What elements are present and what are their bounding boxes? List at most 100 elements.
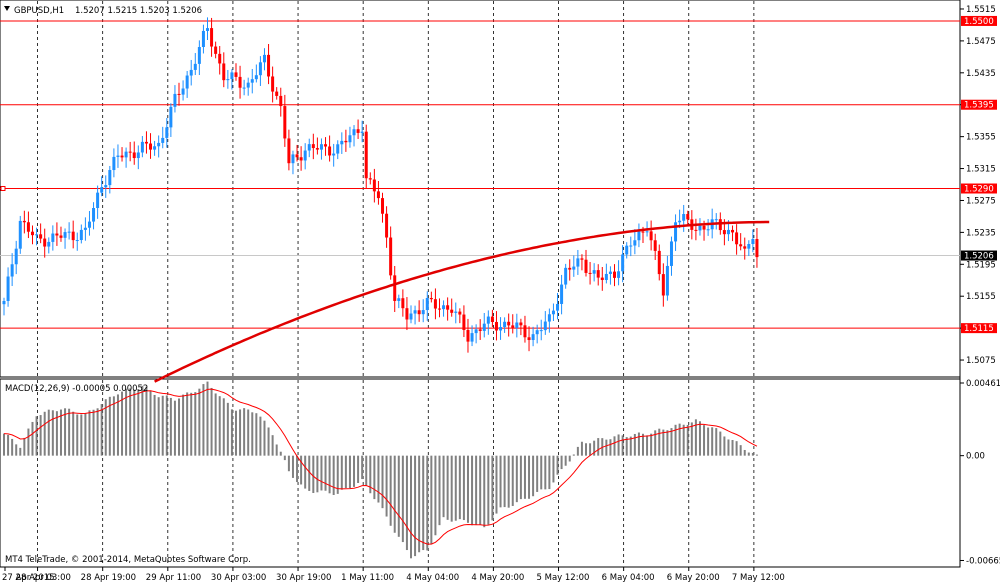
macd-bar (438, 455, 441, 526)
macd-bar (64, 408, 67, 456)
time-tick-label: 5 May 12:00 (537, 573, 590, 583)
candle-bull (10, 264, 14, 277)
candle-bull (442, 305, 446, 310)
macd-bar (68, 408, 71, 456)
macd-bar (662, 429, 665, 456)
candle-bear (43, 238, 47, 247)
candle-bear (437, 308, 441, 310)
candle-bear (218, 53, 222, 64)
candle-bear (433, 299, 437, 309)
macd-bar (593, 440, 596, 456)
macd-bar (190, 392, 193, 456)
macd-bar (674, 424, 677, 456)
candle-bull (18, 220, 22, 249)
candle-bull (254, 75, 258, 80)
macd-bar (743, 449, 746, 456)
macd-bar (499, 455, 502, 508)
candle-bear (132, 152, 136, 159)
chart-menu-icon[interactable] (4, 6, 10, 11)
candle-bull (421, 310, 425, 315)
candle-bear (466, 330, 470, 342)
candle-bull (14, 248, 18, 265)
macd-bar (373, 455, 376, 500)
macd-bar (43, 411, 46, 456)
price-tick-label: 1.5315 (966, 165, 996, 175)
candle-bull (319, 144, 323, 150)
macd-bar (153, 394, 156, 456)
candle-bull (682, 214, 686, 221)
macd-bar (324, 455, 327, 491)
macd-bar (300, 455, 303, 485)
macd-bar (96, 408, 99, 456)
macd-axis-ticks: 0.00461 0.00 -0.00665 (960, 379, 1000, 566)
macd-bar (279, 451, 282, 456)
macd-bar (381, 455, 384, 509)
candle-bull (726, 229, 730, 235)
macd-bar (466, 455, 469, 523)
macd-bar (495, 455, 498, 514)
ohlc-header: 1.5207 1.5215 1.5203 1.5206 (75, 6, 202, 16)
candle-bull (617, 271, 621, 278)
candle-bear (519, 322, 523, 326)
level-price-badge (961, 99, 997, 110)
macd-title: MACD(12,26,9) -0.00005 0.00052 (5, 384, 148, 394)
macd-bar (182, 394, 185, 456)
macd-bar (218, 396, 221, 456)
candle-bear (177, 93, 181, 95)
macd-bar (523, 455, 526, 499)
candle-bull (474, 329, 478, 334)
macd-bar (137, 389, 140, 456)
candles (2, 17, 759, 353)
candle-bull (185, 75, 189, 89)
candle-bear (641, 231, 645, 233)
macd-bar (316, 455, 319, 493)
macd-bar (108, 396, 111, 456)
macd-bar (650, 433, 653, 456)
macd-bar (617, 434, 620, 456)
macd-bar (19, 447, 22, 456)
candle-bull (108, 170, 112, 186)
candle-bull (674, 222, 678, 242)
macd-bar (344, 455, 347, 488)
macd-bar (389, 455, 392, 526)
macd-bar (576, 446, 579, 456)
candle-bull (531, 334, 535, 341)
macd-bar (458, 455, 461, 520)
macd-bar (507, 455, 510, 508)
candle-bull (157, 142, 161, 147)
candle-bear (22, 220, 26, 223)
candle-bear (55, 233, 59, 236)
macd-bar (560, 455, 563, 470)
macd-bar (11, 438, 14, 456)
candle-bear (344, 140, 348, 143)
candle-bear (381, 198, 385, 214)
macd-bar (267, 427, 270, 456)
macd-bar (568, 455, 571, 462)
candle-bull (751, 239, 755, 245)
level-price-label: 1.5115 (964, 324, 994, 334)
candle-bull (336, 144, 340, 154)
candle-bear (71, 231, 75, 241)
candle-bull (706, 229, 710, 231)
candle-bull (515, 322, 519, 328)
macd-bar (401, 455, 404, 543)
candle-bull (2, 301, 6, 305)
macd-bar (711, 427, 714, 456)
macd-bar (80, 414, 83, 456)
candle-bear (523, 325, 527, 338)
candle-bull (576, 258, 580, 267)
macd-bar (483, 455, 486, 528)
macd-bar (287, 455, 290, 472)
macd-bar (462, 455, 465, 521)
macd-bar (751, 452, 754, 456)
time-tick-label: 30 Apr 19:00 (276, 573, 331, 583)
candle-bull (551, 310, 555, 315)
macd-bar (259, 416, 262, 456)
candle-bull (173, 93, 177, 107)
macd-bar (629, 436, 632, 456)
candle-bull (547, 314, 551, 322)
macd-bar (633, 433, 636, 456)
macd-bar (210, 387, 213, 456)
macd-bar (377, 455, 380, 503)
candle-bull (637, 231, 641, 241)
